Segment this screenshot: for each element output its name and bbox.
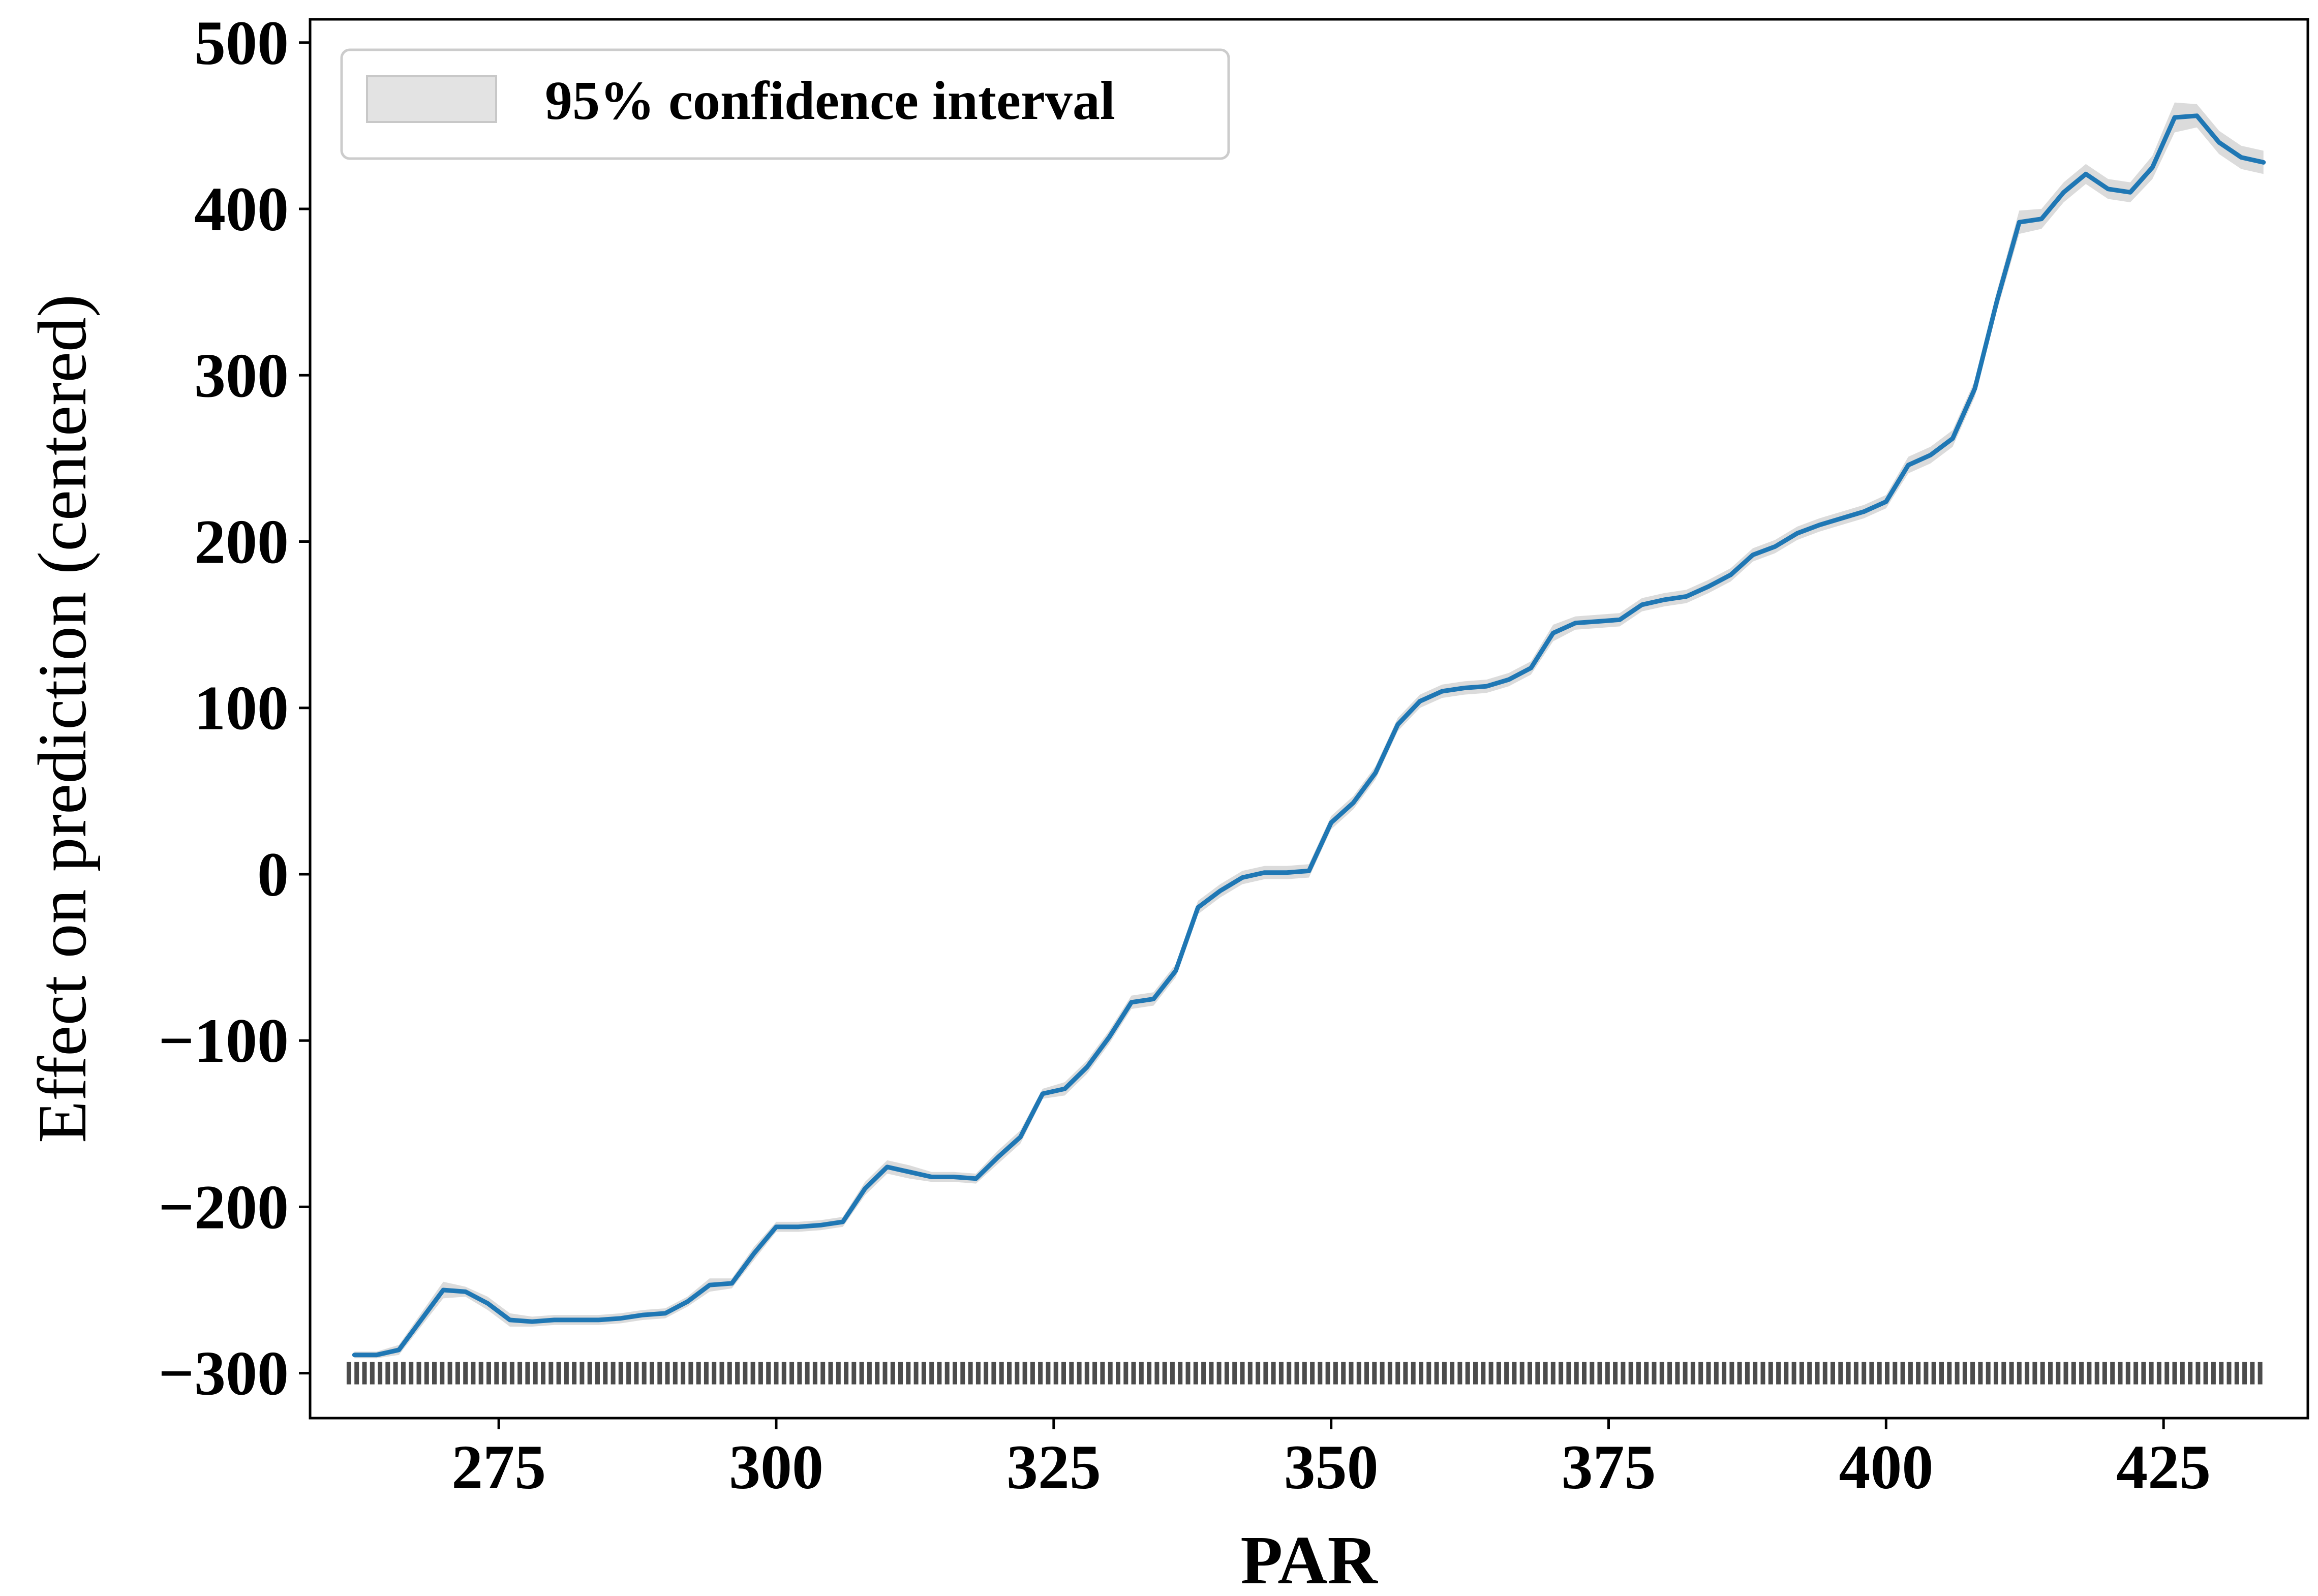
y-tick-label: 300 [194,341,289,410]
x-tick-label: 375 [1562,1432,1656,1502]
y-tick-label: 200 [194,507,289,577]
effect-line-0 [352,113,2266,1358]
y-axis-ticks: −300 −200 −100 0 100 200 300 400 500 [158,8,310,1408]
y-tick-label: 500 [194,8,289,78]
legend-label: 95% confidence interval [545,71,1115,131]
x-tick-label: 300 [729,1432,824,1502]
y-tick-label: −300 [158,1339,289,1408]
y-tick-label: −100 [158,1006,289,1076]
x-tick-label: 350 [1284,1432,1379,1502]
x-axis-ticks: 275 300 325 350 375 400 425 [451,1418,2211,1502]
x-tick-label: 275 [451,1432,546,1502]
legend: 95% confidence interval [340,48,1230,160]
x-tick-label: 425 [2116,1432,2211,1502]
y-tick-label: −200 [158,1172,289,1242]
plot-area [352,102,2266,1359]
y-axis-title: Effect on prediction (centered) [24,294,101,1143]
y-tick-label: 400 [194,174,289,244]
legend-swatch [366,75,497,123]
x-tick-label: 400 [1839,1432,1933,1502]
y-tick-label: 100 [194,673,289,743]
x-tick-label: 325 [1006,1432,1101,1502]
axes-frame [309,18,2309,1420]
rug-marks [346,1362,2263,1385]
legend-box [340,48,1230,160]
y-tick-label: 0 [257,840,289,909]
x-axis-title: PAR [1240,1522,1378,1596]
